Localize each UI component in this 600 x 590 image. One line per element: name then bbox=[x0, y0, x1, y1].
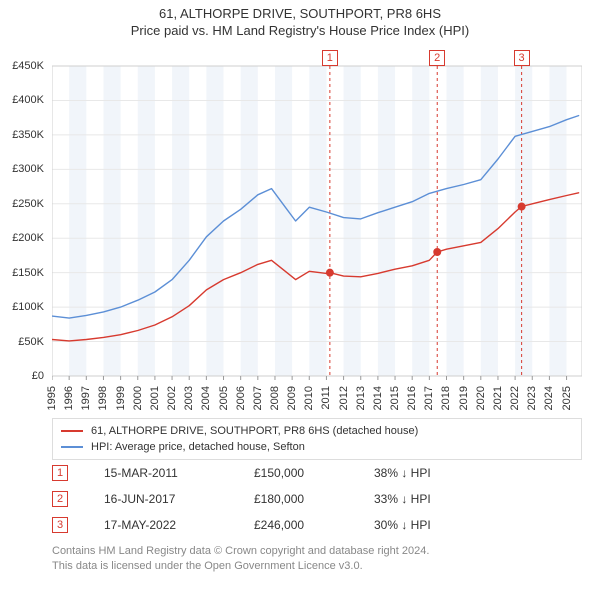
sale-date: 16-JUN-2017 bbox=[104, 492, 254, 506]
legend-label: 61, ALTHORPE DRIVE, SOUTHPORT, PR8 6HS (… bbox=[91, 425, 418, 437]
x-tick-label: 2023 bbox=[526, 386, 538, 410]
sale-marker-badge: 2 bbox=[429, 50, 445, 66]
title-line1: 61, ALTHORPE DRIVE, SOUTHPORT, PR8 6HS bbox=[0, 6, 600, 21]
sale-marker-badge: 1 bbox=[322, 50, 338, 66]
x-tick-label: 2010 bbox=[303, 386, 315, 410]
sale-price: £246,000 bbox=[254, 518, 374, 532]
y-tick-label: £450K bbox=[12, 60, 44, 72]
footer: Contains HM Land Registry data © Crown c… bbox=[52, 544, 582, 574]
x-tick-label: 1995 bbox=[46, 386, 58, 410]
x-tick-label: 2007 bbox=[252, 386, 264, 410]
sale-badge: 1 bbox=[52, 465, 68, 481]
x-tick-label: 2005 bbox=[218, 386, 230, 410]
x-tick-label: 2024 bbox=[543, 386, 555, 410]
x-tick-label: 2016 bbox=[406, 386, 418, 410]
legend-swatch bbox=[61, 430, 83, 432]
x-tick-label: 2003 bbox=[183, 386, 195, 410]
y-tick-label: £400K bbox=[12, 94, 44, 106]
y-tick-label: £150K bbox=[12, 267, 44, 279]
title-line2: Price paid vs. HM Land Registry's House … bbox=[0, 23, 600, 38]
y-tick-label: £300K bbox=[12, 163, 44, 175]
y-tick-label: £50K bbox=[18, 336, 44, 348]
sale-row: 3 17-MAY-2022£246,00030% ↓ HPI bbox=[52, 512, 582, 538]
x-tick-label: 1998 bbox=[97, 386, 109, 410]
x-tick-label: 2004 bbox=[200, 386, 212, 410]
sale-hpi-delta: 38% ↓ HPI bbox=[374, 466, 494, 480]
sale-price: £180,000 bbox=[254, 492, 374, 506]
y-tick-label: £350K bbox=[12, 129, 44, 141]
footer-line1: Contains HM Land Registry data © Crown c… bbox=[52, 544, 582, 559]
sale-date: 17-MAY-2022 bbox=[104, 518, 254, 532]
x-tick-label: 2017 bbox=[423, 386, 435, 410]
y-tick-label: £100K bbox=[12, 301, 44, 313]
legend-item: 61, ALTHORPE DRIVE, SOUTHPORT, PR8 6HS (… bbox=[61, 423, 573, 439]
sale-price: £150,000 bbox=[254, 466, 374, 480]
x-tick-label: 2022 bbox=[509, 386, 521, 410]
y-tick-label: £0 bbox=[32, 370, 44, 382]
x-tick-label: 2001 bbox=[149, 386, 161, 410]
legend-swatch bbox=[61, 446, 83, 448]
x-tick-label: 1999 bbox=[115, 386, 127, 410]
sales-table: 1 15-MAR-2011£150,00038% ↓ HPI 2 16-JUN-201… bbox=[52, 460, 582, 538]
chart-area: £0£50K£100K£150K£200K£250K£300K£350K£400… bbox=[52, 50, 582, 410]
title-block: 61, ALTHORPE DRIVE, SOUTHPORT, PR8 6HS P… bbox=[0, 0, 600, 38]
x-tick-label: 2018 bbox=[440, 386, 452, 410]
x-axis: 1995199619971998199920002001200220032004… bbox=[52, 380, 582, 420]
x-tick-label: 2021 bbox=[492, 386, 504, 410]
x-tick-label: 2013 bbox=[355, 386, 367, 410]
x-tick-label: 2006 bbox=[235, 386, 247, 410]
x-tick-label: 1996 bbox=[63, 386, 75, 410]
sale-hpi-delta: 30% ↓ HPI bbox=[374, 518, 494, 532]
x-tick-label: 2014 bbox=[372, 386, 384, 410]
sale-badge: 3 bbox=[52, 517, 68, 533]
x-tick-label: 2008 bbox=[269, 386, 281, 410]
sale-row: 2 16-JUN-2017£180,00033% ↓ HPI bbox=[52, 486, 582, 512]
sale-hpi-delta: 33% ↓ HPI bbox=[374, 492, 494, 506]
y-tick-label: £250K bbox=[12, 198, 44, 210]
legend: 61, ALTHORPE DRIVE, SOUTHPORT, PR8 6HS (… bbox=[52, 418, 582, 460]
sale-row: 1 15-MAR-2011£150,00038% ↓ HPI bbox=[52, 460, 582, 486]
x-tick-label: 2020 bbox=[475, 386, 487, 410]
sale-date: 15-MAR-2011 bbox=[104, 466, 254, 480]
legend-item: HPI: Average price, detached house, Seft… bbox=[61, 439, 573, 455]
marker-badges: 1 2 3 bbox=[52, 50, 582, 410]
x-tick-label: 1997 bbox=[80, 386, 92, 410]
legend-label: HPI: Average price, detached house, Seft… bbox=[91, 441, 305, 453]
y-tick-label: £200K bbox=[12, 232, 44, 244]
y-axis: £0 £50K £100K £150K £200K £250K £300K £350K £400… bbox=[0, 50, 48, 410]
x-tick-label: 2011 bbox=[320, 386, 332, 410]
x-tick-label: 2000 bbox=[132, 386, 144, 410]
x-tick-label: 2019 bbox=[458, 386, 470, 410]
sale-badge: 2 bbox=[52, 491, 68, 507]
x-tick-label: 2002 bbox=[166, 386, 178, 410]
x-tick-label: 2025 bbox=[561, 386, 573, 410]
sale-marker-badge: 3 bbox=[514, 50, 530, 66]
x-tick-label: 2015 bbox=[389, 386, 401, 410]
root: 61, ALTHORPE DRIVE, SOUTHPORT, PR8 6HS P… bbox=[0, 0, 600, 590]
footer-line2: This data is licensed under the Open Gov… bbox=[52, 559, 582, 574]
x-tick-label: 2009 bbox=[286, 386, 298, 410]
x-tick-label: 2012 bbox=[338, 386, 350, 410]
